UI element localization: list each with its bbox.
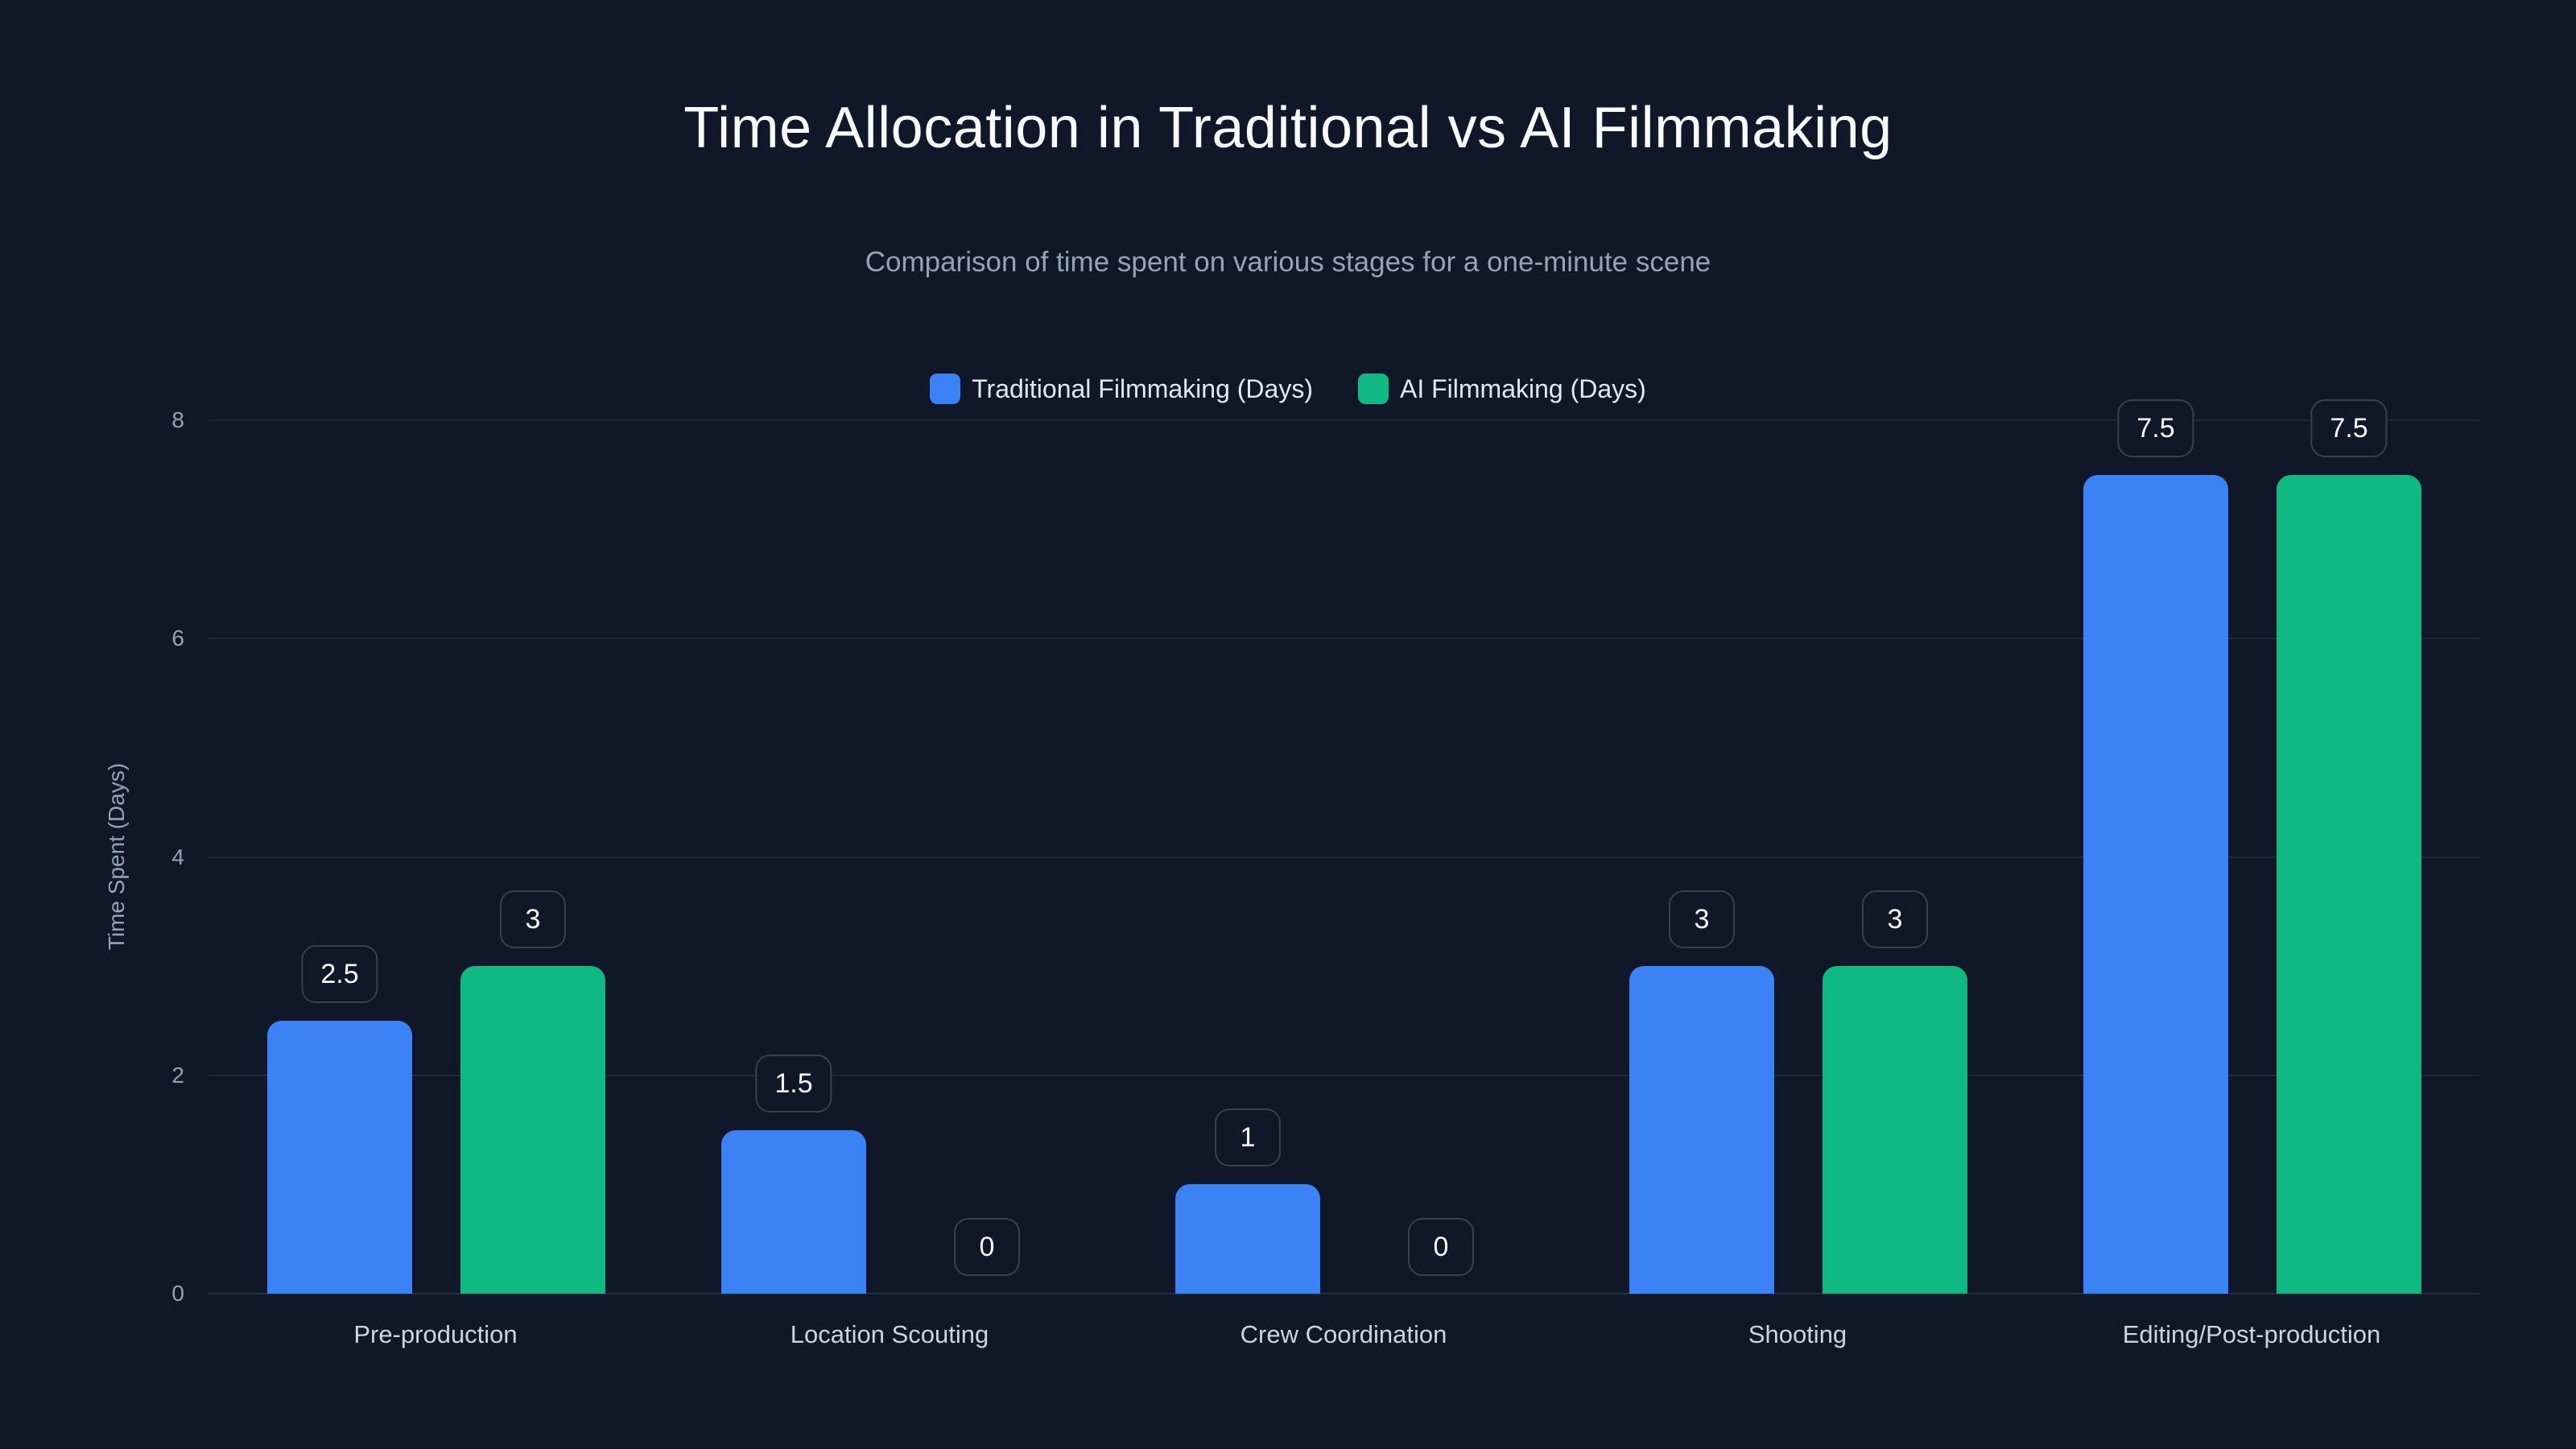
value-label: 0 <box>954 1218 1020 1276</box>
gridline-0 <box>208 1293 2479 1294</box>
bar-traditional[interactable] <box>1629 966 1774 1294</box>
value-label: 2.5 <box>301 944 378 1003</box>
value-label: 3 <box>500 890 566 949</box>
x-category-label: Pre-production <box>353 1320 518 1348</box>
gridline-2 <box>208 1074 2479 1076</box>
legend-item-ai[interactable]: AI Filmmaking (Days) <box>1357 374 1646 404</box>
gridline-4 <box>208 856 2479 858</box>
bar-traditional[interactable] <box>2083 474 2228 1294</box>
legend-swatch-traditional-icon <box>930 374 961 404</box>
x-category-label: Crew Coordination <box>1240 1320 1447 1348</box>
y-tick-label: 0 <box>171 1281 184 1306</box>
y-tick-label: 4 <box>171 844 184 869</box>
legend-label-traditional: Traditional Filmmaking (Days) <box>972 374 1313 403</box>
category-group: 1.5 0 Location Scouting <box>663 420 1117 1348</box>
value-label: 3 <box>1862 890 1928 949</box>
value-label: 7.5 <box>2310 398 2388 457</box>
legend-swatch-ai-icon <box>1357 374 1389 404</box>
category-group: 1 0 Crew Coordination <box>1117 420 1571 1348</box>
y-tick-label: 8 <box>171 407 184 432</box>
value-label: 1 <box>1215 1108 1281 1167</box>
gridline-6 <box>208 638 2479 640</box>
legend-item-traditional[interactable]: Traditional Filmmaking (Days) <box>930 374 1313 404</box>
plot-area: 0 2 4 6 8 2.5 3 Pre-production 1.5 0 Location Scou… <box>171 398 2479 1348</box>
category-group: 2.5 3 Pre-production <box>208 420 663 1348</box>
gridline-8 <box>208 419 2479 421</box>
legend-label-ai: AI Filmmaking (Days) <box>1399 374 1646 403</box>
x-category-label: Editing/Post-production <box>2122 1320 2381 1348</box>
y-axis-label: Time Spent (Days) <box>104 762 129 951</box>
category-group: 3 3 Shooting <box>1571 420 2025 1348</box>
bar-ai[interactable] <box>460 966 605 1294</box>
y-tick-label: 6 <box>171 625 184 651</box>
y-tick-label: 2 <box>171 1062 184 1088</box>
bar-traditional[interactable] <box>267 1020 412 1294</box>
value-label: 0 <box>1408 1218 1474 1276</box>
bar-ai[interactable] <box>2277 474 2421 1294</box>
chart-subtitle: Comparison of time spent on various stag… <box>865 246 1711 278</box>
value-label: 1.5 <box>755 1054 832 1113</box>
bar-traditional[interactable] <box>721 1129 866 1294</box>
x-category-label: Location Scouting <box>790 1320 989 1348</box>
value-label: 3 <box>1669 890 1735 949</box>
legend: Traditional Filmmaking (Days) AI Filmmak… <box>0 374 2576 404</box>
x-category-label: Shooting <box>1748 1320 1847 1348</box>
chart-title: Time Allocation in Traditional vs AI Fil… <box>683 96 1893 160</box>
category-group: 7.5 7.5 Editing/Post-production <box>2025 398 2479 1348</box>
value-label: 7.5 <box>2117 398 2194 457</box>
bar-traditional[interactable] <box>1175 1184 1320 1294</box>
bar-ai[interactable] <box>1823 966 1967 1294</box>
